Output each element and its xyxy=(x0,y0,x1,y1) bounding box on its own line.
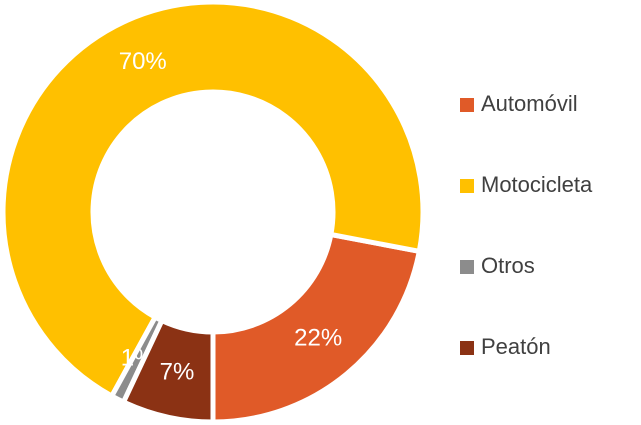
legend-label: Motocicleta xyxy=(481,172,593,197)
legend-label: Peatón xyxy=(481,334,551,359)
data-label: 70% xyxy=(119,48,167,75)
donut-slice xyxy=(0,0,426,400)
legend-label: Automóvil xyxy=(481,91,578,116)
legend-swatch xyxy=(460,98,474,112)
donut-slice xyxy=(210,231,423,425)
legend-swatch xyxy=(460,260,474,274)
data-label: 7% xyxy=(160,358,195,385)
data-label: 22% xyxy=(294,324,342,351)
legend-label: Otros xyxy=(481,253,535,278)
legend-swatch xyxy=(460,179,474,193)
legend-swatch xyxy=(460,341,474,355)
